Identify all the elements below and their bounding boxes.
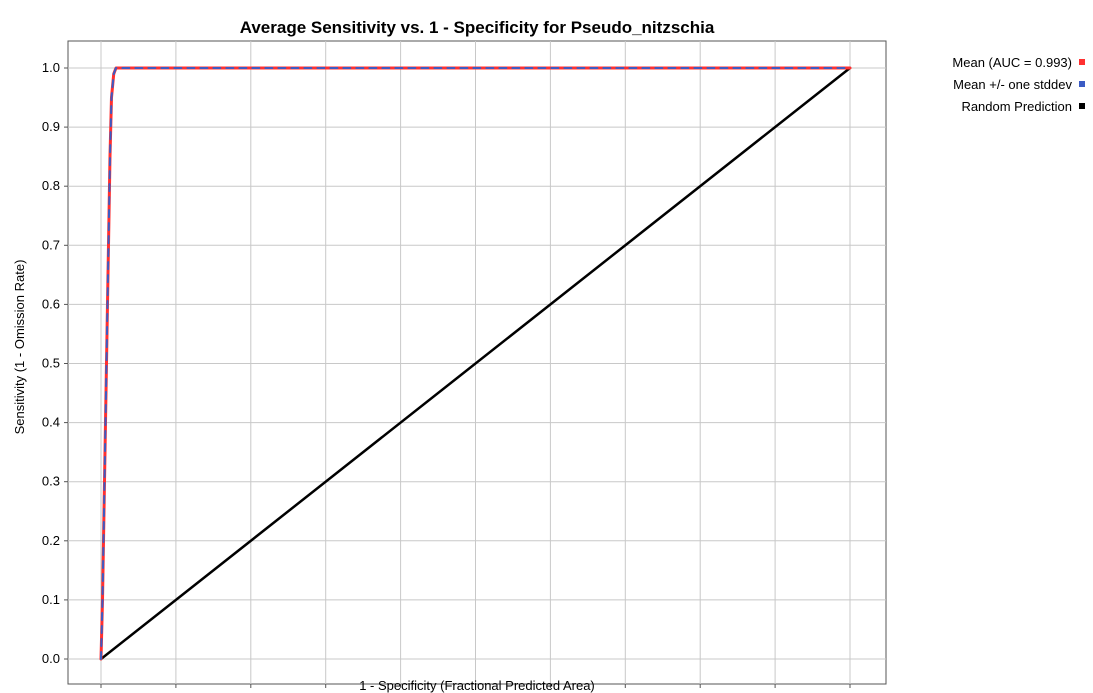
legend-label: Mean (AUC = 0.993) bbox=[952, 55, 1072, 70]
legend: Mean (AUC = 0.993) Mean +/- one stddev Ran… bbox=[952, 55, 1085, 114]
legend-swatch bbox=[1079, 81, 1085, 87]
y-tick-label: 0.5 bbox=[42, 356, 60, 371]
y-tick-label: 0.3 bbox=[42, 474, 60, 489]
y-axis-label: Sensitivity (1 - Omission Rate) bbox=[12, 260, 27, 435]
y-tick-label: 0.6 bbox=[42, 296, 60, 311]
y-tick-label: 1.0 bbox=[42, 60, 60, 75]
chart-title: Average Sensitivity vs. 1 - Specificity … bbox=[240, 18, 715, 37]
x-axis-ticks: 0.0 0.1 0.2 0.3 0.4 0.5 0.6 0.7 0.8 0.9 1.0 bbox=[92, 684, 859, 693]
y-tick-label: 0.7 bbox=[42, 237, 60, 252]
y-tick-label: 0.8 bbox=[42, 178, 60, 193]
y-tick-label: 0.2 bbox=[42, 533, 60, 548]
x-tick-label: 0.6 bbox=[541, 690, 559, 693]
x-tick-label: 0.1 bbox=[167, 690, 185, 693]
x-tick-label: 0.2 bbox=[242, 690, 260, 693]
legend-label: Mean +/- one stddev bbox=[953, 77, 1072, 92]
legend-swatch bbox=[1079, 103, 1085, 109]
y-axis-ticks: 0.0 0.1 0.2 0.3 0.4 0.5 0.6 0.7 0.8 0.9 1.0 bbox=[42, 60, 68, 666]
x-tick-label: 0.0 bbox=[92, 690, 110, 693]
series-line-random bbox=[99, 66, 852, 661]
x-tick-label: 0.3 bbox=[317, 690, 335, 693]
y-tick-label: 0.0 bbox=[42, 651, 60, 666]
y-tick-label: 0.4 bbox=[42, 415, 60, 430]
x-tick-label: 0.4 bbox=[392, 690, 410, 693]
x-tick-label: 0.5 bbox=[466, 690, 484, 693]
legend-swatch bbox=[1079, 59, 1085, 65]
x-tick-label: 0.9 bbox=[766, 690, 784, 693]
y-tick-label: 0.9 bbox=[42, 119, 60, 134]
x-tick-label: 1.0 bbox=[841, 690, 859, 693]
series-layer bbox=[99, 66, 852, 661]
x-axis-label: 1 - Specificity (Fractional Predicted Ar… bbox=[359, 678, 595, 693]
series-line-stddev bbox=[100, 67, 851, 660]
x-tick-label: 0.7 bbox=[616, 690, 634, 693]
x-tick-label: 0.8 bbox=[691, 690, 709, 693]
legend-label: Random Prediction bbox=[961, 99, 1072, 114]
y-tick-label: 0.1 bbox=[42, 592, 60, 607]
